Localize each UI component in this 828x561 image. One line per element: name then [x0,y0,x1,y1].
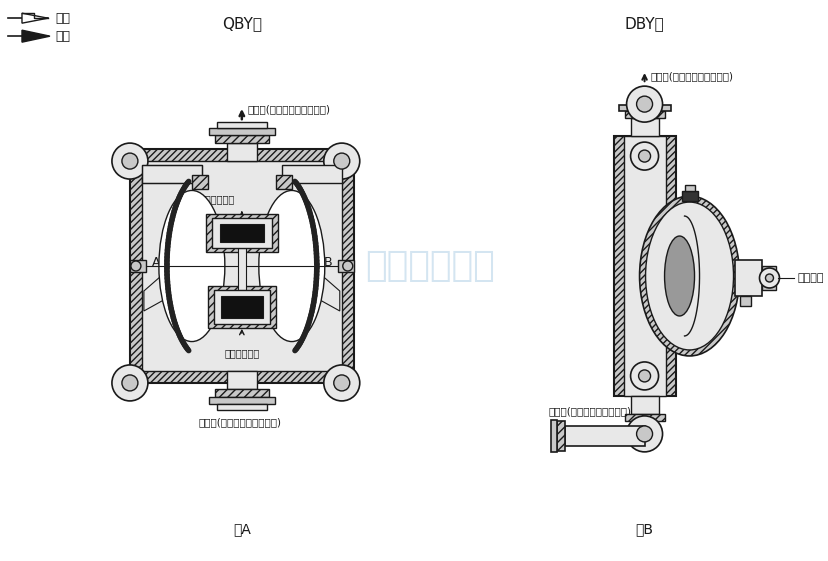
Text: 气流: 气流 [55,12,70,25]
Bar [214,135,268,143]
Bar [550,420,556,452]
Circle shape [764,274,773,282]
Bar [762,266,776,290]
Circle shape [626,86,662,122]
Text: B: B [323,255,332,269]
Text: 连杆机构: 连杆机构 [797,273,823,283]
Bar [214,290,269,324]
Text: 图A: 图A [233,522,251,536]
Circle shape [758,268,778,288]
Text: 泵进口(螺纹联接或法兰联接): 泵进口(螺纹联接或法兰联接) [548,406,631,416]
Ellipse shape [645,202,733,350]
Polygon shape [22,30,50,42]
Circle shape [638,370,650,382]
Bar [739,296,751,306]
Bar [142,165,202,183]
Bar [613,136,675,396]
Text: 压缩空气进口: 压缩空气进口 [224,348,259,358]
Bar [219,224,263,242]
Bar [209,397,275,404]
Bar [238,248,246,290]
Bar [209,128,275,135]
Circle shape [122,153,137,169]
Circle shape [630,142,657,170]
Circle shape [334,153,349,169]
Circle shape [112,365,147,401]
Bar [337,260,354,272]
Bar [623,414,664,421]
Text: 泵出口(螺纹联接或法兰联接): 泵出口(螺纹联接或法兰联接) [248,104,330,114]
Bar [623,136,665,396]
Text: 泵出口(螺纹联接或法兰联接): 泵出口(螺纹联接或法兰联接) [650,71,733,81]
Bar [623,111,664,118]
Bar [142,161,341,371]
Text: 永嘉龙洋泵阀: 永嘉龙洋泵阀 [364,249,494,283]
Ellipse shape [664,236,694,316]
Text: A: A [152,255,160,269]
Bar [227,371,257,389]
Bar [208,286,276,328]
Text: 图B: 图B [635,522,652,536]
Circle shape [636,96,652,112]
Circle shape [342,261,353,271]
Text: 压缩空气出口: 压缩空气出口 [200,194,235,204]
Bar [276,175,291,189]
Bar [191,175,208,189]
Bar [684,185,694,191]
Circle shape [112,143,147,179]
Circle shape [324,143,359,179]
Bar [630,118,657,136]
Bar [130,260,146,272]
Circle shape [636,426,652,442]
Bar [227,143,257,161]
Bar [630,396,657,414]
Circle shape [324,365,359,401]
Bar [212,218,272,248]
Bar [564,426,644,446]
Circle shape [638,150,650,162]
Bar [220,296,262,318]
Bar [217,404,267,410]
Bar [142,165,202,183]
Circle shape [626,416,662,452]
Circle shape [630,362,657,390]
Text: DBY型: DBY型 [624,16,663,31]
Polygon shape [277,236,339,311]
Bar [734,260,762,296]
Circle shape [334,375,349,391]
Ellipse shape [258,191,325,342]
Bar [217,122,267,128]
Ellipse shape [159,191,224,342]
Circle shape [131,261,141,271]
Text: 泵进口(螺纹联接或法兰联接): 泵进口(螺纹联接或法兰联接) [198,417,281,427]
Ellipse shape [638,196,739,356]
Text: 液流: 液流 [55,30,70,43]
Bar [205,214,277,252]
Circle shape [122,375,137,391]
Polygon shape [22,13,48,23]
Polygon shape [144,236,207,311]
Bar [214,389,268,397]
Bar [556,421,564,451]
Bar [681,191,696,201]
Bar [282,165,341,183]
Text: QBY型: QBY型 [222,16,262,31]
Bar [618,105,670,111]
Bar [130,149,354,383]
